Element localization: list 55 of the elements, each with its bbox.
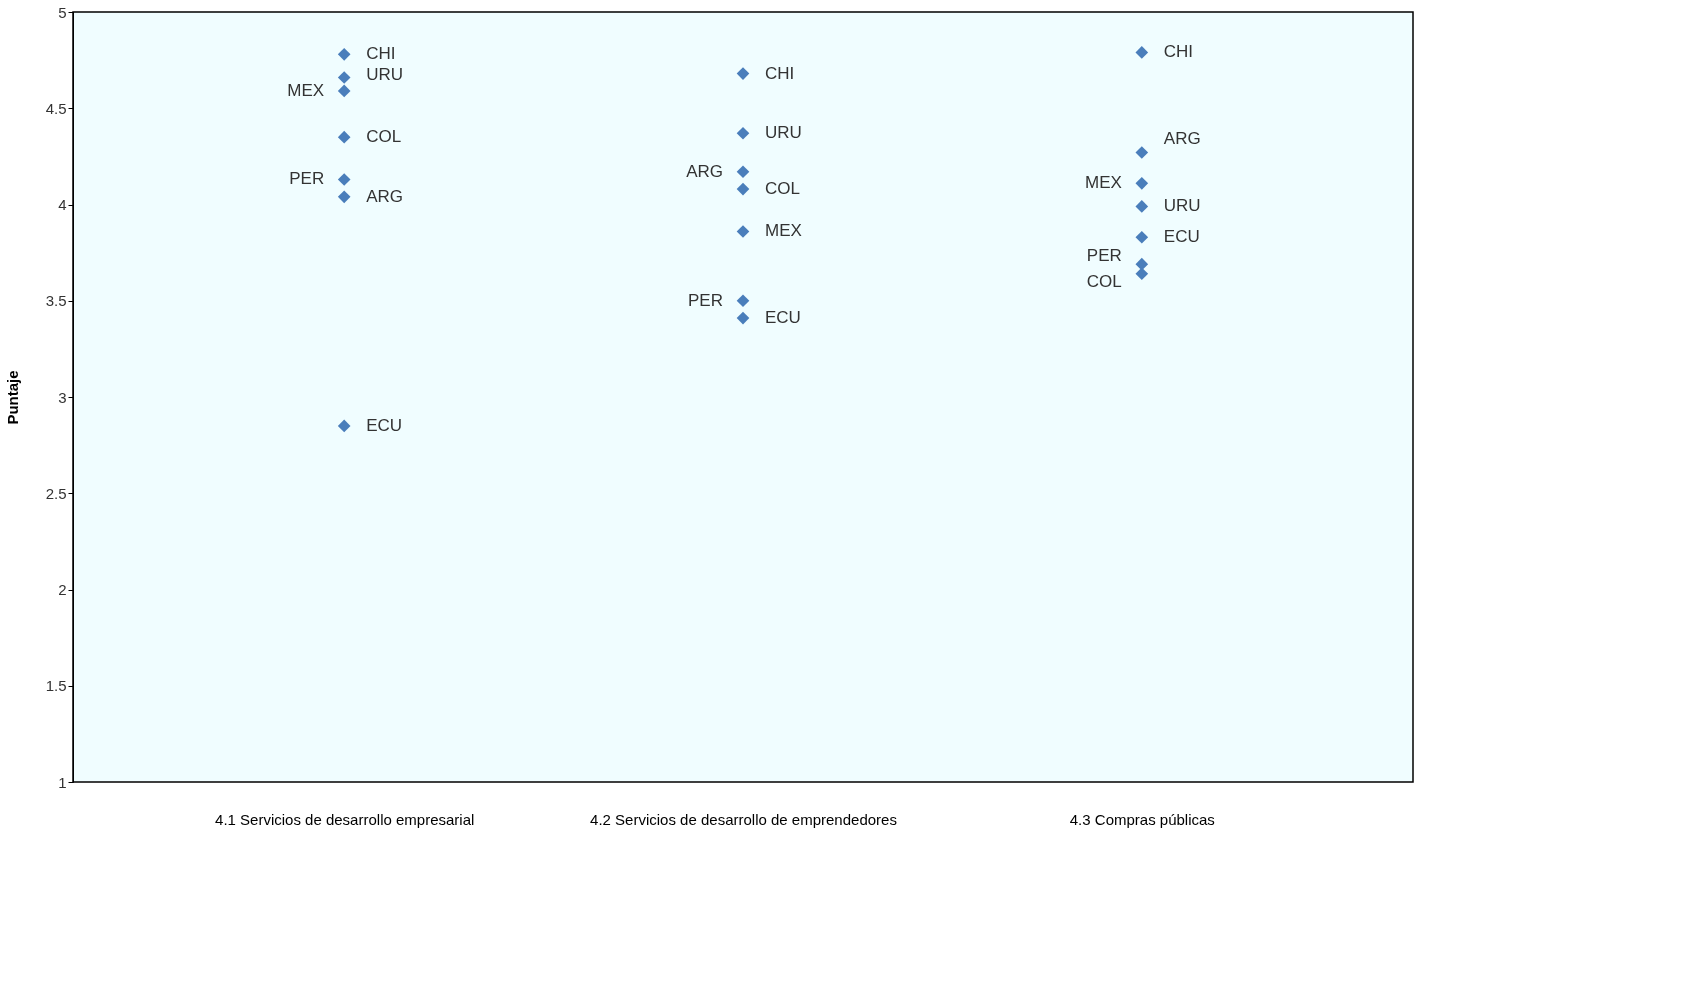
point: [736, 311, 750, 325]
point: [736, 294, 750, 308]
text: CHI: [1163, 42, 1194, 62]
series-label: ARG: [686, 161, 723, 181]
y-tick-label: 5: [58, 3, 67, 21]
point: [337, 173, 351, 186]
text: COL: [765, 179, 800, 199]
series-label: CHI: [765, 63, 795, 83]
text: MEX: [765, 221, 802, 241]
point: [1135, 146, 1149, 159]
series-label: COL: [1086, 271, 1122, 291]
text: URU: [366, 65, 404, 85]
text: URU: [1163, 196, 1201, 216]
point: [1135, 177, 1149, 190]
y-tick-label: 4.5: [45, 99, 67, 117]
text: PER: [1086, 246, 1122, 266]
point: [1135, 230, 1149, 244]
point: [337, 130, 351, 144]
point: [337, 190, 351, 204]
point: [337, 84, 351, 98]
text: ARG: [1163, 128, 1201, 148]
x-tick-label: 4.3 Compras públicas: [1069, 810, 1215, 828]
x-tick-label: 4.2 Servicios de desarrollo de emprendedores: [590, 810, 897, 828]
series-label: MEX: [1084, 173, 1122, 193]
series-label: ECU: [765, 308, 801, 328]
y-tick-label: 1.5: [45, 677, 67, 695]
y-tick-label: 3: [58, 388, 67, 406]
series-label: URU: [765, 123, 802, 143]
point: [736, 165, 750, 179]
text: CHI: [366, 44, 396, 64]
y-tick-label: 3.5: [45, 292, 67, 310]
point: [736, 225, 750, 238]
point: [337, 419, 351, 433]
y-tick-label: 1: [58, 773, 67, 791]
point: [1135, 257, 1149, 271]
y-tick-label: 2.5: [45, 484, 67, 502]
text: MEX: [287, 80, 325, 100]
text: COL: [366, 127, 402, 147]
text: ECU: [366, 415, 403, 435]
x-tick-label: 4.1 Servicios de desarrollo empresarial: [215, 810, 475, 828]
point: [337, 48, 351, 61]
point: [736, 126, 750, 140]
point: [736, 67, 750, 80]
text: ECU: [1163, 227, 1200, 247]
y-axis-title: Puntaje: [3, 370, 21, 425]
text: PER: [289, 169, 325, 189]
point: [1135, 267, 1149, 281]
point: [1135, 46, 1149, 59]
y-tick-label: 4: [58, 196, 67, 213]
y-tick-label: 2: [58, 581, 67, 598]
point: [1135, 200, 1149, 213]
text: ARG: [366, 186, 404, 206]
series-label: PER: [688, 290, 723, 310]
point: [736, 182, 750, 196]
point: [337, 71, 351, 84]
